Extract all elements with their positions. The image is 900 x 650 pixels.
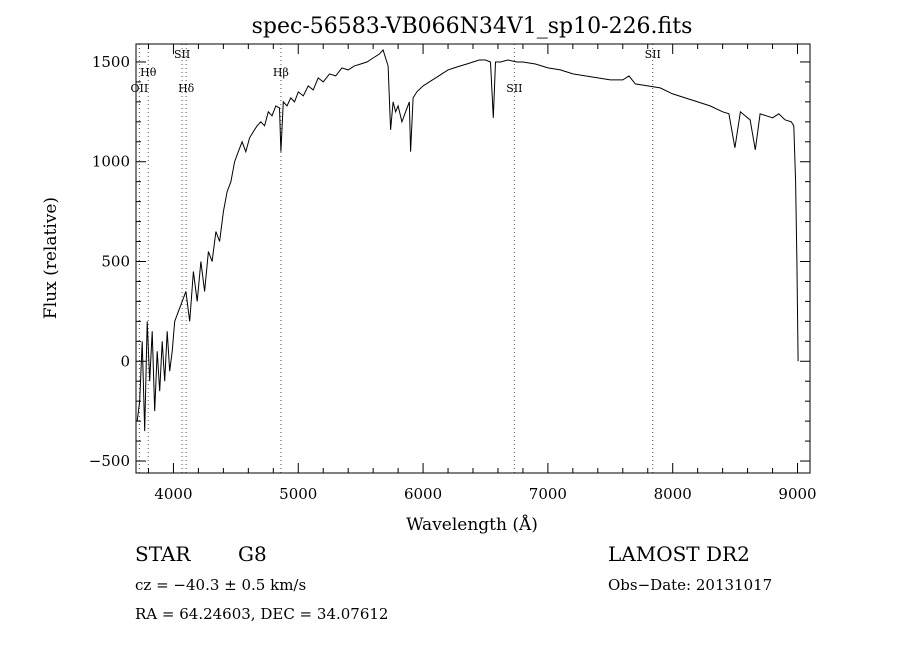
y-tick-label: 1500: [92, 53, 130, 71]
x-tick-label: 8000: [654, 485, 692, 503]
object-subclass: G8: [238, 542, 267, 566]
y-tick-label: 1000: [92, 153, 130, 171]
marker-label: Hδ: [178, 82, 195, 95]
x-tick-label: 9000: [778, 485, 816, 503]
chart-title: spec-56583-VB066N34V1_sp10-226.fits: [252, 14, 693, 39]
marker-label: Hβ: [273, 66, 289, 79]
x-tick-label: 4000: [154, 485, 192, 503]
object-class: STAR: [135, 542, 191, 566]
marker-label: Hθ: [140, 66, 157, 79]
marker-label: SII: [174, 48, 190, 61]
y-axis-label: Flux (relative): [41, 197, 61, 319]
marker-label: SII: [506, 82, 522, 95]
x-tick-label: 6000: [404, 485, 442, 503]
redshift-info: cz = −40.3 ± 0.5 km/s: [135, 576, 307, 594]
y-tick-label: 0: [120, 352, 130, 370]
survey-name: LAMOST DR2: [608, 542, 750, 566]
line-markers: OII Hθ SII Hδ Hβ SII SII: [131, 44, 661, 473]
coordinates: RA = 64.24603, DEC = 34.07612: [135, 605, 389, 623]
axis-ticks: 4000 5000 6000 7000 8000 9000 −500 0 500 1000 1500: [89, 44, 817, 503]
spectrum-line: [136, 49, 799, 432]
y-tick-label: 500: [101, 252, 130, 270]
y-tick-label: −500: [89, 452, 130, 470]
plot-frame: [135, 43, 811, 474]
marker-label: SII: [645, 48, 661, 61]
marker-label: OII: [131, 82, 149, 95]
x-axis-label: Wavelength (Å): [406, 514, 538, 535]
x-tick-label: 7000: [529, 485, 567, 503]
obs-date: Obs−Date: 20131017: [608, 576, 773, 594]
x-tick-label: 5000: [279, 485, 317, 503]
